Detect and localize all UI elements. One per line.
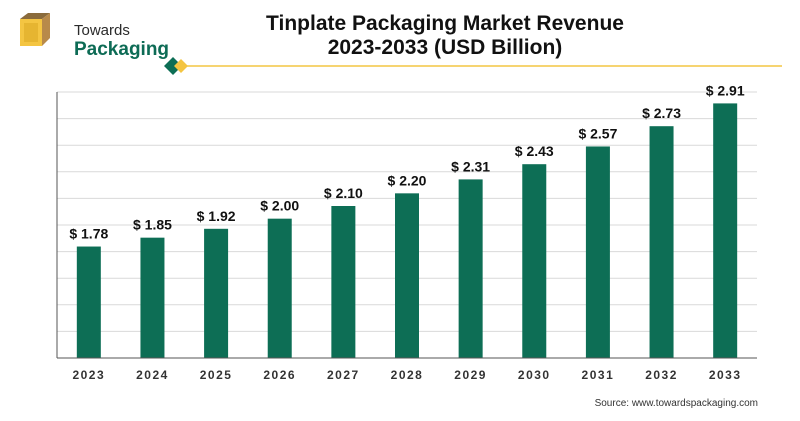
- bar-2031: [585, 146, 610, 358]
- data-label-2031: $ 2.57: [578, 125, 617, 141]
- x-tick-label-2031: 2031: [582, 368, 615, 382]
- bar-2032: [649, 126, 674, 358]
- diamond-ornament-icon: [164, 57, 182, 75]
- bar-2029: [458, 179, 483, 358]
- data-label-2030: $ 2.43: [515, 143, 554, 159]
- brand-name-line1: Towards: [74, 22, 130, 39]
- data-labels: $ 1.78 $ 1.85 $ 1.92 $ 2.00 $ 2.10 $ 2.20 $ 2.…: [69, 82, 745, 241]
- data-label-2032: $ 2.73: [642, 105, 681, 121]
- bar-2030: [522, 164, 547, 358]
- chart-title-line2: 2023-2033 (USD Billion): [327, 36, 563, 59]
- x-tick-label-2032: 2032: [645, 368, 678, 382]
- diamond-accent-icon: [174, 59, 188, 73]
- title-divider: [164, 57, 782, 75]
- data-label-2028: $ 2.20: [388, 172, 427, 188]
- x-axis-ticks: 2023 2024 2025 2026 2027 2028 2029 2030 2031 2032…: [72, 368, 742, 382]
- bar-2023: [76, 246, 101, 358]
- bar-2033: [713, 103, 738, 359]
- data-label-2027: $ 2.10: [324, 185, 363, 201]
- bar-2028: [395, 193, 419, 358]
- x-tick-label-2025: 2025: [200, 368, 233, 382]
- bar-series: [76, 103, 738, 359]
- bar-2026: [267, 218, 292, 358]
- data-label-2025: $ 1.92: [197, 208, 236, 224]
- x-tick-label-2026: 2026: [263, 368, 296, 382]
- data-label-2026: $ 2.00: [260, 198, 299, 214]
- chart-title: Tinplate Packaging Market Revenue 2023-2…: [250, 12, 640, 60]
- x-tick-label-2033: 2033: [709, 368, 742, 382]
- brand-name-line2: Packaging: [74, 39, 170, 60]
- x-tick-label-2028: 2028: [391, 368, 424, 382]
- data-label-2033: $ 2.91: [706, 82, 745, 98]
- data-label-2024: $ 1.85: [133, 217, 172, 233]
- bar-2025: [204, 228, 229, 358]
- bar-2027: [331, 206, 356, 358]
- x-tick-label-2029: 2029: [454, 368, 487, 382]
- data-label-2029: $ 2.31: [451, 158, 490, 174]
- source-note: Source: www.towardspackaging.com: [594, 398, 758, 409]
- x-tick-label-2023: 2023: [72, 368, 105, 382]
- x-tick-label-2027: 2027: [327, 368, 360, 382]
- chart-title-line1: Tinplate Packaging Market Revenue: [266, 12, 624, 35]
- bar-2024: [140, 237, 165, 358]
- x-tick-label-2024: 2024: [136, 368, 169, 382]
- x-tick-label-2030: 2030: [518, 368, 551, 382]
- brand-logo: Towards Packaging: [14, 10, 174, 60]
- data-label-2023: $ 1.78: [69, 226, 108, 242]
- box-logo-icon: [20, 13, 50, 46]
